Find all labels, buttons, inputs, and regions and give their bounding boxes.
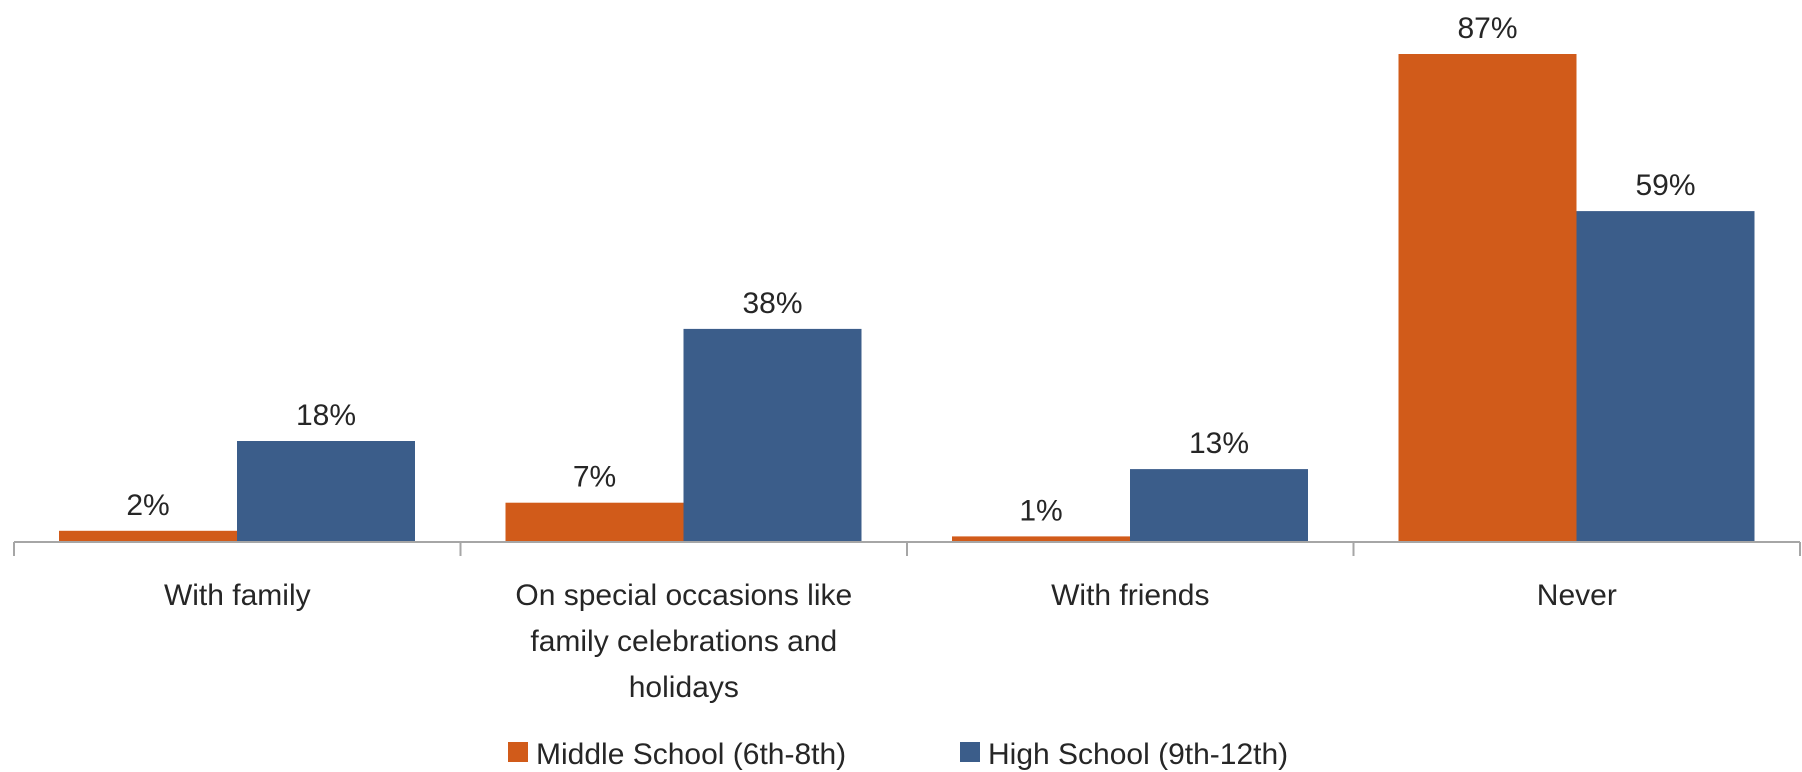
data-label: 38%	[742, 287, 802, 320]
data-label: 87%	[1457, 12, 1517, 45]
x-tick-label: family celebrations and	[530, 625, 837, 658]
data-label: 59%	[1635, 169, 1695, 202]
legend-item-middle-school-label: Middle School (6th-8th)	[536, 738, 846, 771]
data-label: 18%	[296, 399, 356, 432]
x-tick-label: Never	[1537, 579, 1617, 612]
legend: Middle School (6th-8th) High School (9th-…	[508, 738, 1288, 771]
category-labels-layer: With family On special occasions like fami…	[164, 579, 1617, 704]
bar-high-school-1	[683, 328, 862, 542]
x-tick-label: With friends	[1051, 579, 1209, 612]
bars-layer	[59, 54, 1755, 542]
bar-middle-school-3	[1398, 54, 1577, 542]
bar-middle-school-2	[952, 536, 1130, 542]
legend-item-middle-school-swatch	[508, 742, 528, 762]
x-tick-label: On special occasions like	[515, 579, 852, 612]
x-tick-label: holidays	[629, 671, 739, 704]
bar-high-school-3	[1576, 211, 1755, 542]
bar-middle-school-0	[59, 530, 237, 542]
bar-high-school-2	[1130, 469, 1308, 542]
bar-high-school-0	[237, 441, 415, 542]
data-label: 1%	[1019, 494, 1062, 527]
bar-middle-school-1	[505, 502, 684, 542]
x-tick-label: With family	[164, 579, 311, 612]
legend-item-high-school-swatch	[960, 742, 980, 762]
value-labels-layer: 2% 18% 7% 38% 1% 13% 87% 59%	[126, 12, 1695, 527]
x-axis	[13, 541, 1801, 556]
legend-item-high-school-label: High School (9th-12th)	[988, 738, 1288, 771]
data-label: 7%	[573, 461, 616, 494]
data-label: 13%	[1189, 427, 1249, 460]
data-label: 2%	[126, 489, 169, 522]
